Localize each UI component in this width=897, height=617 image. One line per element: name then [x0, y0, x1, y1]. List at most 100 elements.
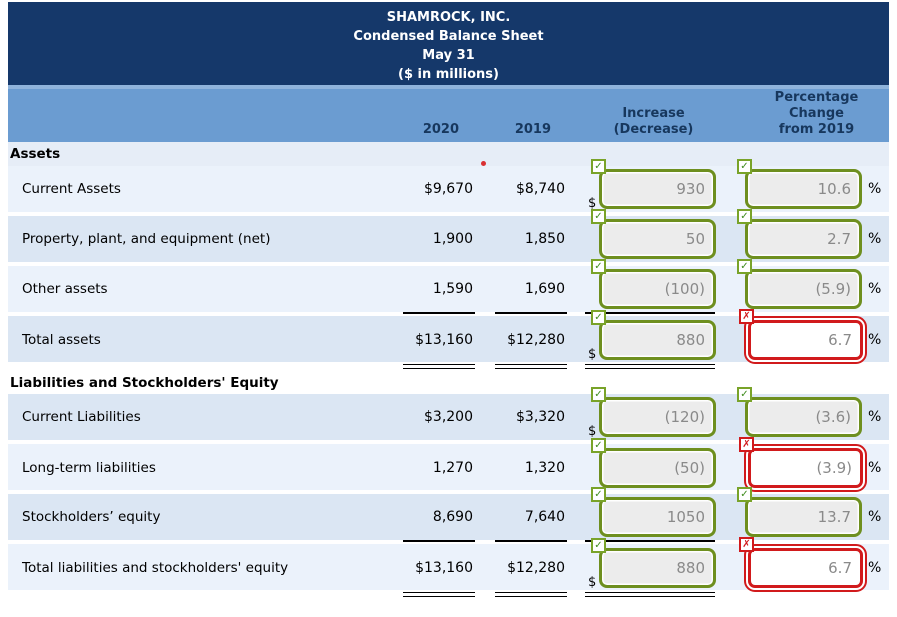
percent-sign: %: [868, 460, 882, 476]
row-label: Long-term liabilities: [22, 460, 156, 476]
increase-input[interactable]: [599, 219, 716, 259]
increase-field-wrap: ✓: [591, 487, 716, 537]
status-icon: ✗: [739, 537, 754, 552]
increase-input[interactable]: [599, 169, 716, 209]
table-row-ppe: Property, plant, and equipment (net) 1,9…: [8, 209, 889, 266]
status-icon: ✓: [737, 259, 752, 274]
percentage-input[interactable]: [745, 219, 862, 259]
percent-sign: %: [868, 509, 882, 525]
value-2020: 1,590: [432, 281, 473, 297]
percentage-input[interactable]: [748, 548, 863, 588]
increase-input[interactable]: [599, 497, 716, 537]
row-label: Current Assets: [22, 181, 121, 197]
value-2019: $12,280: [507, 332, 565, 348]
percentage-input[interactable]: [748, 320, 863, 360]
percentage-input[interactable]: [745, 397, 862, 437]
row-label: Stockholders’ equity: [22, 509, 161, 525]
percent-sign: %: [868, 181, 882, 197]
column-header-row: 2020 2019 Increase (Decrease) Percentage…: [8, 89, 889, 142]
table-row-current-assets: Current Assets $9,670 $8,740 ✓ $ ✓ %: [8, 159, 889, 216]
row-label: Current Liabilities: [22, 409, 141, 425]
status-icon: ✓: [591, 159, 606, 174]
status-icon: ✓: [737, 159, 752, 174]
increase-field-wrap: ✓: [591, 259, 716, 309]
worksheet: SHAMROCK, INC. Condensed Balance Sheet M…: [8, 2, 889, 600]
status-icon: ✓: [591, 538, 606, 553]
value-2019: 7,640: [524, 509, 565, 525]
dollar-sign: $: [588, 196, 597, 211]
percentage-field-wrap: ✗: [739, 309, 867, 364]
table-row-total-assets: Total assets $13,160 $12,280 ✓ $ ✗ %: [8, 309, 889, 364]
percent-sign: %: [868, 560, 882, 576]
value-2019: $8,740: [516, 181, 565, 197]
column-header-2020: 2020: [422, 122, 459, 137]
percentage-input[interactable]: [745, 497, 862, 537]
percentage-field-wrap: ✗: [739, 537, 867, 592]
increase-field-wrap: ✓ $: [588, 159, 716, 211]
increase-input[interactable]: [599, 448, 716, 488]
table-row-stockholders-equity: Stockholders’ equity 8,690 7,640 ✓ ✓ %: [8, 487, 889, 540]
table-row-other-assets: Other assets 1,590 1,690 ✓ ✓ %: [8, 259, 889, 312]
increase-field-wrap: ✓: [591, 209, 716, 259]
single-rule-above-total-assets: [8, 312, 889, 316]
table-row-total-liabilities-equity: Total liabilities and stockholders' equi…: [8, 537, 889, 592]
status-icon: ✓: [737, 487, 752, 502]
single-rule-above-total-liabilities: [8, 540, 889, 544]
column-header-percentage-change: Percentage Change from 2019: [774, 90, 859, 137]
percentage-field-wrap: ✓: [737, 487, 862, 537]
status-icon: ✗: [739, 437, 754, 452]
table-row-current-liabilities: Current Liabilities $3,200 $3,320 ✓ $ ✓ …: [8, 387, 889, 444]
double-rule-below-total-assets: [8, 362, 889, 372]
red-dot-marker: [481, 161, 486, 166]
status-icon: ✓: [737, 387, 752, 402]
table-row-long-term-liabilities: Long-term liabilities 1,270 1,320 ✓ ✗ %: [8, 437, 889, 494]
status-icon: ✓: [591, 310, 606, 325]
column-header-2019: 2019: [514, 122, 551, 137]
percentage-field-wrap: ✓: [737, 209, 862, 259]
header-divider-strip: [8, 85, 889, 89]
increase-field-wrap: ✓ $: [588, 387, 716, 439]
percent-sign: %: [868, 332, 882, 348]
value-2020: 1,900: [432, 231, 473, 247]
percentage-input[interactable]: [748, 448, 863, 488]
value-2020: $13,160: [415, 332, 473, 348]
percent-sign: %: [868, 409, 882, 425]
dollar-sign: $: [588, 424, 597, 439]
percentage-input[interactable]: [745, 269, 862, 309]
increase-input[interactable]: [599, 548, 716, 588]
section-header-liabilities: Liabilities and Stockholders' Equity: [8, 372, 889, 394]
increase-field-wrap: ✓ $: [588, 538, 716, 590]
column-header-increase: Increase (Decrease): [613, 106, 694, 137]
percent-sign: %: [868, 231, 882, 247]
status-icon: ✓: [737, 209, 752, 224]
report-date: May 31: [422, 48, 475, 63]
percentage-input[interactable]: [745, 169, 862, 209]
percent-sign: %: [868, 281, 882, 297]
increase-input[interactable]: [599, 320, 716, 360]
value-2020: $13,160: [415, 560, 473, 576]
report-name: Condensed Balance Sheet: [353, 29, 544, 44]
company-name: SHAMROCK, INC.: [386, 10, 511, 25]
double-rule-below-total-liabilities: [8, 590, 889, 600]
status-icon: ✓: [591, 209, 606, 224]
statement-title-block: SHAMROCK, INC. Condensed Balance Sheet M…: [8, 2, 889, 85]
row-label: Total liabilities and stockholders' equi…: [22, 560, 289, 576]
increase-input[interactable]: [599, 397, 716, 437]
increase-field-wrap: ✓ $: [588, 310, 716, 362]
percentage-field-wrap: ✗: [739, 437, 867, 492]
value-2019: $12,280: [507, 560, 565, 576]
value-2020: 1,270: [432, 460, 473, 476]
percentage-field-wrap: ✓: [737, 159, 862, 209]
row-label: Other assets: [22, 281, 108, 297]
status-icon: ✗: [739, 309, 754, 324]
increase-input[interactable]: [599, 269, 716, 309]
value-2019: 1,850: [524, 231, 565, 247]
value-2019: 1,690: [524, 281, 565, 297]
value-2019: $3,320: [516, 409, 565, 425]
value-2020: $9,670: [424, 181, 473, 197]
row-label: Property, plant, and equipment (net): [22, 231, 271, 247]
value-2019: 1,320: [524, 460, 565, 476]
percentage-field-wrap: ✓: [737, 259, 862, 309]
percentage-field-wrap: ✓: [737, 387, 862, 437]
